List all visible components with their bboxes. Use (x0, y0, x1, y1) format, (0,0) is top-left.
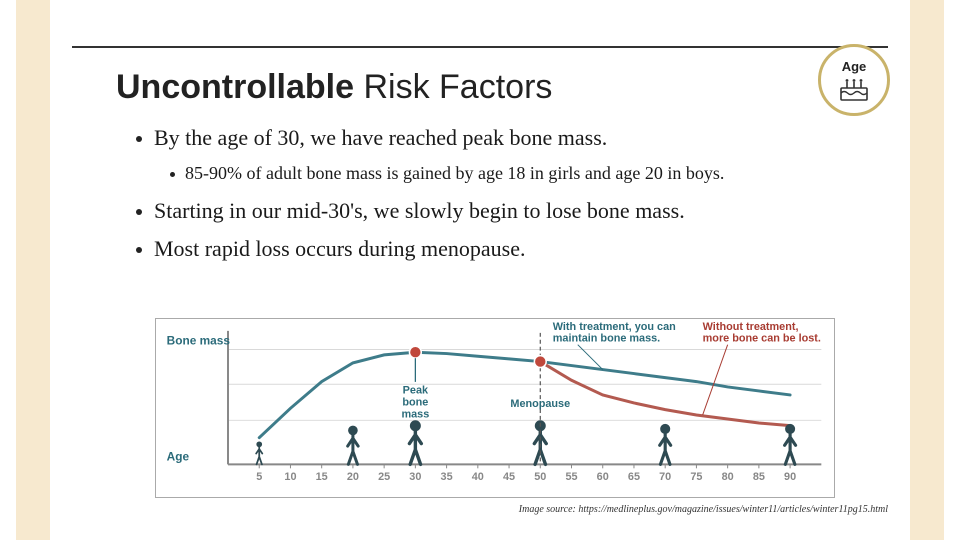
bullet-item: By the age of 30, we have reached peak b… (136, 125, 870, 151)
svg-text:more bone can be lost.: more bone can be lost. (703, 333, 821, 345)
bullet-dot-icon (136, 136, 142, 142)
svg-text:With treatment, you can: With treatment, you can (553, 321, 676, 333)
bone-mass-chart: 5 10 15 20 25 30 35 40 45 50 55 60 65 70 75 80 85 90 Bone … (155, 318, 835, 498)
svg-text:10: 10 (284, 471, 296, 483)
bullet-text: Most rapid loss occurs during menopause. (154, 236, 526, 262)
svg-text:Menopause: Menopause (510, 398, 570, 410)
svg-text:bone: bone (402, 397, 428, 409)
svg-text:maintain bone mass.: maintain bone mass. (553, 333, 660, 345)
svg-text:30: 30 (409, 471, 421, 483)
bullet-text: By the age of 30, we have reached peak b… (154, 125, 607, 151)
top-rule (72, 46, 888, 48)
svg-text:90: 90 (784, 471, 796, 483)
page-title: Uncontrollable Risk Factors (116, 68, 870, 107)
bullet-dot-icon (136, 247, 142, 253)
svg-text:45: 45 (503, 471, 515, 483)
image-source: Image source: https://medlineplus.gov/ma… (0, 504, 888, 515)
chart-svg: 5 10 15 20 25 30 35 40 45 50 55 60 65 70 75 80 85 90 Bone … (156, 319, 834, 497)
bullet-item: Most rapid loss occurs during menopause. (136, 236, 870, 262)
right-stripe (910, 0, 944, 540)
bullet-text: Starting in our mid-30's, we slowly begi… (154, 198, 685, 224)
bullet-item: Starting in our mid-30's, we slowly begi… (136, 198, 870, 224)
svg-text:80: 80 (722, 471, 734, 483)
svg-text:35: 35 (441, 471, 453, 483)
svg-text:5: 5 (256, 471, 262, 483)
bullet-dot-icon (170, 172, 175, 177)
svg-text:Age: Age (167, 449, 190, 463)
title-bold: Uncontrollable (116, 68, 354, 106)
svg-text:20: 20 (347, 471, 359, 483)
svg-text:50: 50 (534, 471, 546, 483)
svg-text:85: 85 (753, 471, 765, 483)
title-normal: Risk Factors (354, 68, 552, 106)
bullet-dot-icon (136, 209, 142, 215)
bullet-list: By the age of 30, we have reached peak b… (136, 125, 870, 262)
svg-text:60: 60 (597, 471, 609, 483)
sub-bullet-item: 85-90% of adult bone mass is gained by a… (170, 163, 870, 184)
svg-text:Peak: Peak (403, 385, 429, 397)
svg-text:mass: mass (401, 408, 429, 420)
svg-text:75: 75 (690, 471, 702, 483)
svg-text:70: 70 (659, 471, 671, 483)
content: Uncontrollable Risk Factors By the age o… (116, 68, 870, 274)
left-stripe (16, 0, 50, 540)
svg-text:40: 40 (472, 471, 484, 483)
svg-text:15: 15 (316, 471, 328, 483)
svg-text:65: 65 (628, 471, 640, 483)
svg-text:25: 25 (378, 471, 390, 483)
sub-bullet-text: 85-90% of adult bone mass is gained by a… (185, 163, 724, 184)
svg-text:Without treatment,: Without treatment, (703, 321, 799, 333)
svg-text:Bone mass: Bone mass (167, 334, 231, 348)
svg-text:55: 55 (565, 471, 577, 483)
